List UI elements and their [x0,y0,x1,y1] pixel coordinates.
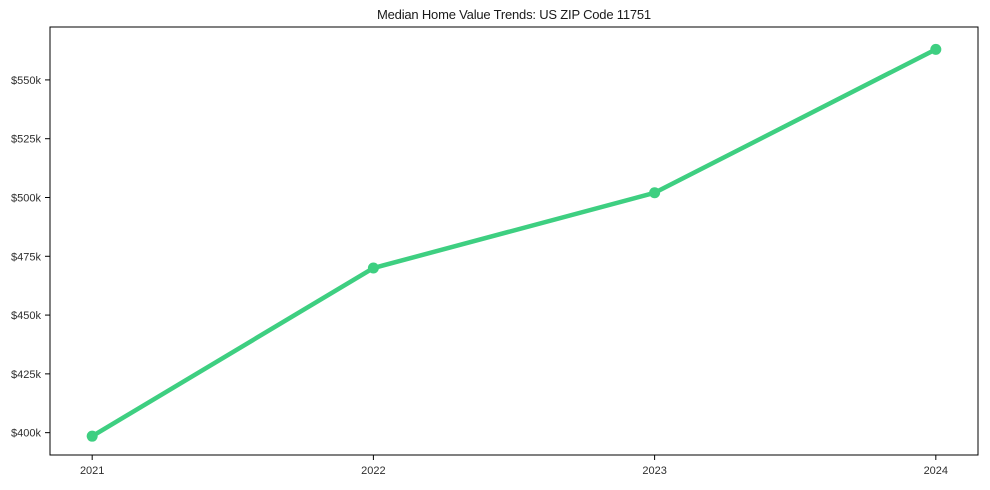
y-tick-label: $500k [11,192,41,204]
data-point-marker [649,187,661,199]
y-tick-label: $475k [11,251,41,263]
x-tick-label: 2022 [361,465,385,477]
x-tick-label: 2023 [642,465,666,477]
y-tick-label: $525k [11,134,41,146]
data-point-marker [86,430,98,442]
y-tick-label: $425k [11,369,41,381]
x-tick-label: 2024 [924,465,948,477]
chart-title: Median Home Value Trends: US ZIP Code 11… [377,7,651,22]
trend-line [89,47,939,439]
y-tick-label: $450k [11,310,41,322]
data-point-marker [367,262,379,274]
y-tick-label: $550k [11,75,41,87]
plot-frame [49,26,979,456]
data-point-marker [930,43,942,55]
x-tick-label: 2021 [80,465,104,477]
y-tick-label: $400k [11,428,41,440]
